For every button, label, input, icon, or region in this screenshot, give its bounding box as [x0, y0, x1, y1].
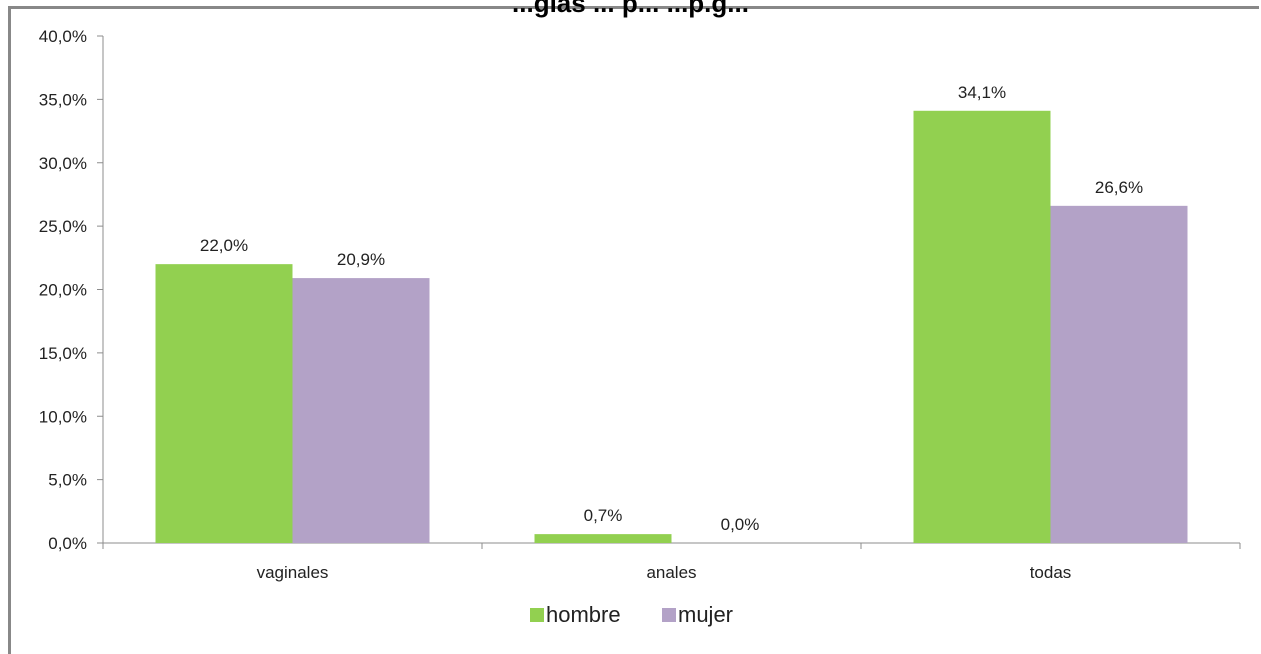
y-tick-label: 15,0%: [39, 344, 87, 363]
legend-swatch-hombre: [530, 608, 544, 622]
y-tick-label: 35,0%: [39, 90, 87, 109]
x-tick-label: vaginales: [257, 563, 329, 582]
axes: 0,0% 5,0% 10,0% 15,0% 20,0% 25,0% 30,0% 35,0% 40…: [39, 27, 1241, 582]
x-tick-label: anales: [646, 563, 696, 582]
chart-frame: [8, 6, 1259, 654]
bars: [155, 110, 1188, 543]
legend-label-hombre: hombre: [546, 602, 621, 627]
y-tick-label: 0,0%: [48, 534, 87, 553]
legend-label-mujer: mujer: [678, 602, 733, 627]
bar-hombre-anales: [534, 534, 672, 543]
y-tick-label: 40,0%: [39, 27, 87, 46]
bar-mujer-vaginales: [292, 278, 430, 543]
chart-title: ...gias ... p... ...p.g...: [512, 0, 749, 18]
x-tick-label: todas: [1030, 563, 1072, 582]
bar-hombre-vaginales: [155, 264, 293, 543]
y-tick-label: 30,0%: [39, 154, 87, 173]
data-label: 0,0%: [721, 515, 760, 534]
y-tick-label: 20,0%: [39, 281, 87, 300]
bar-hombre-todas: [913, 110, 1051, 543]
data-label: 34,1%: [958, 83, 1006, 102]
bar-mujer-todas: [1050, 205, 1188, 543]
data-labels: 22,0% 20,9% 0,7% 0,0% 34,1% 26,6%: [200, 83, 1143, 534]
data-label: 22,0%: [200, 236, 248, 255]
y-tick-label: 5,0%: [48, 471, 87, 490]
legend-swatch-mujer: [662, 608, 676, 622]
data-label: 0,7%: [584, 506, 623, 525]
data-label: 26,6%: [1095, 178, 1143, 197]
legend: hombre mujer: [530, 602, 733, 627]
y-tick-label: 25,0%: [39, 217, 87, 236]
data-label: 20,9%: [337, 250, 385, 269]
y-tick-label: 10,0%: [39, 407, 87, 426]
